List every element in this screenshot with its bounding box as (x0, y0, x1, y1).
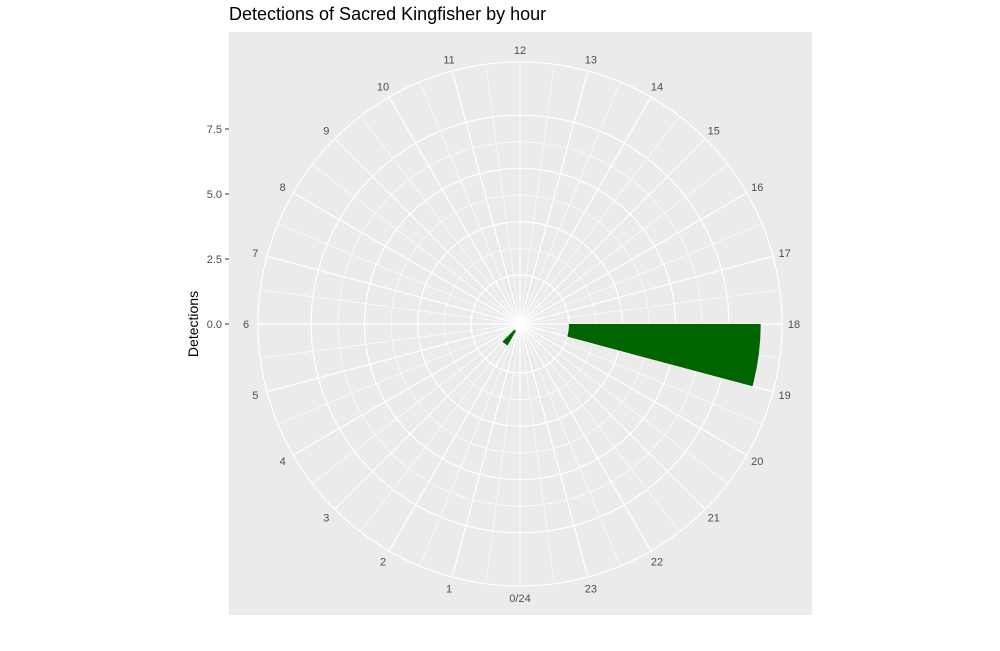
grid-spoke (334, 138, 521, 325)
grid-spoke (519, 192, 748, 325)
grid-spoke-minor (311, 164, 521, 325)
grid-spoke-minor (260, 323, 521, 359)
grid-layer (257, 61, 783, 587)
grid-spoke-minor (419, 81, 521, 325)
grid-spoke-minor (519, 323, 763, 425)
grid-spoke-minor (519, 223, 763, 325)
chart-title: Detections of Sacred Kingfisher by hour (229, 4, 547, 24)
bar-hour-18 (567, 324, 761, 387)
hour-tick-label: 23 (585, 584, 597, 596)
grid-spoke-minor (519, 323, 729, 484)
hour-tick-label: 7 (252, 248, 258, 260)
hour-tick-label: 15 (708, 125, 720, 137)
grid-spoke-minor (311, 323, 521, 484)
grid-spoke-minor (519, 289, 780, 325)
grid-spoke-minor (519, 323, 621, 567)
grid-spoke-minor (360, 323, 521, 533)
grid-spoke-minor (519, 115, 680, 325)
hour-tick-label: 8 (280, 182, 286, 194)
hour-tick-label: 11 (443, 54, 454, 66)
hour-tick-label: 18 (788, 319, 800, 331)
grid-spoke-minor (519, 323, 680, 533)
hour-tick-label: 20 (751, 456, 763, 468)
hour-tick-label: 10 (377, 82, 389, 94)
hour-tick-label: 1 (446, 584, 452, 596)
grid-spoke (266, 323, 521, 393)
hour-tick-label: 21 (708, 513, 720, 525)
y-tick-label: 0.0 (207, 319, 222, 331)
grid-spoke (388, 323, 521, 552)
grid-spoke-minor (419, 323, 521, 567)
grid-spoke-minor (360, 115, 521, 325)
grid-spoke-minor (277, 223, 521, 325)
grid-spoke (451, 70, 521, 325)
grid-spoke-minor (260, 289, 521, 325)
grid-spoke (519, 323, 652, 552)
grid-spoke (519, 70, 589, 325)
grid-spoke (451, 323, 521, 578)
hour-tick-label: 17 (779, 248, 791, 260)
hour-tick-label: 12 (514, 45, 526, 57)
grid-spoke (266, 255, 521, 325)
y-tick-label: 5.0 (207, 189, 222, 201)
grid-spoke-minor (277, 323, 521, 425)
grid-spoke (334, 323, 521, 510)
grid-spoke-minor (485, 323, 521, 584)
hour-tick-label: 3 (323, 513, 329, 525)
bar-layer (502, 324, 761, 387)
y-axis: 0.0 2.5 5.0 7.5 (207, 124, 229, 331)
grid-spoke (519, 323, 589, 578)
hour-tick-label: 6 (243, 319, 249, 331)
grid-spoke (292, 323, 521, 456)
y-tick-label: 7.5 (207, 124, 222, 136)
grid-spoke-minor (519, 164, 729, 325)
grid-spoke (519, 255, 774, 325)
grid-spoke (519, 96, 652, 325)
hour-tick-label: 4 (280, 456, 286, 468)
grid-spoke-minor (519, 81, 621, 325)
grid-spoke-minor (519, 323, 555, 584)
hour-tick-label: 16 (751, 182, 763, 194)
hour-tick-label: 0/24 (509, 593, 530, 605)
grid-spoke (388, 96, 521, 325)
hour-tick-label: 22 (651, 556, 663, 568)
y-tick-label: 2.5 (207, 254, 222, 266)
hour-tick-label: 9 (323, 125, 329, 137)
hour-tick-label: 19 (779, 390, 791, 402)
hour-tick-label: 5 (252, 390, 258, 402)
bar-hour-2 (502, 329, 516, 346)
grid-spoke (519, 323, 748, 456)
grid-spoke-minor (485, 64, 521, 325)
label-layer: 0/24123456789101112131415161718192021222… (243, 45, 800, 605)
hour-tick-label: 14 (651, 82, 663, 94)
hour-tick-label: 2 (380, 556, 386, 568)
grid-spoke (519, 138, 706, 325)
grid-spoke (519, 323, 706, 510)
hour-tick-label: 13 (585, 54, 597, 66)
grid-spoke (292, 192, 521, 325)
y-axis-label: Detections (185, 291, 201, 357)
grid-spoke-minor (519, 64, 555, 325)
